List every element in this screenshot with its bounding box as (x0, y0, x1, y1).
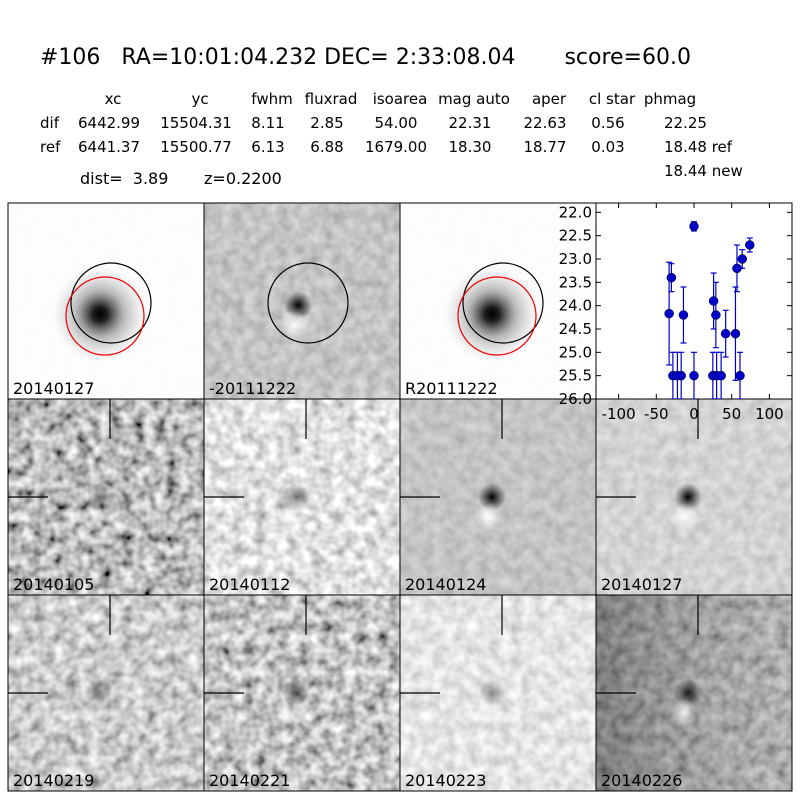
panel-label: 20140127 (13, 379, 94, 398)
column-header: aper (532, 90, 567, 108)
table-cell: 1679.00 (365, 138, 427, 156)
data-point (735, 370, 745, 381)
panel-label: 20140112 (209, 575, 290, 594)
y-tick-label: 23.5 (559, 273, 592, 291)
table-cell: 18.77 (524, 138, 567, 156)
image-panel: -20111222 (203, 202, 401, 400)
y-tick-label: 24.5 (559, 320, 592, 338)
column-header: fluxrad (305, 90, 358, 108)
data-point (711, 310, 721, 320)
table-cell: 0.56 (591, 114, 624, 132)
aperture-circle (65, 276, 145, 356)
data-point (678, 310, 689, 320)
table-cell: 18.30 (449, 138, 492, 156)
image-panel: 20140219 (7, 594, 205, 792)
y-tick-label: 25.0 (559, 343, 592, 361)
panel-label: 20140127 (601, 575, 682, 594)
image-panel: 20140105 (7, 398, 205, 596)
column-header: phmag (644, 90, 696, 108)
data-point (689, 221, 699, 232)
table-cell: 15500.77 (160, 138, 232, 156)
aperture-circle (70, 262, 152, 344)
table-cell: 6.13 (251, 138, 284, 156)
column-header: isoarea (373, 90, 428, 108)
table-cell: 18.48 ref (664, 138, 733, 156)
image-panel: 20140226 (595, 594, 793, 792)
panel-label: 20140124 (405, 575, 486, 594)
table-cell: 22.63 (524, 114, 567, 132)
panel-border (595, 594, 793, 792)
panel-label: 20140221 (209, 771, 290, 790)
y-tick-label: 25.5 (559, 367, 592, 385)
x-tick-label: -100 (602, 405, 636, 423)
table-cell: 15504.31 (160, 114, 232, 132)
image-panel: 20140127 (7, 202, 205, 400)
table-cell: 22.31 (449, 114, 492, 132)
y-tick-label: 22.0 (559, 203, 592, 221)
image-panel: R20111222 (399, 202, 597, 400)
image-panel: 20140223 (399, 594, 597, 792)
table-cell: 6441.37 (78, 138, 140, 156)
title: #106 RA=10:01:04.232 DEC= 2:33:08.04 sco… (40, 45, 691, 70)
panel-label: 20140223 (405, 771, 486, 790)
column-header: xc (105, 90, 122, 108)
image-panel: 20140124 (399, 398, 597, 596)
panel-label: 20140219 (13, 771, 94, 790)
image-panel: 20140112 (203, 398, 401, 596)
aperture-circle (267, 262, 349, 344)
data-point (689, 370, 699, 381)
image-panel: 20140221 (203, 594, 401, 792)
table-cell: 54.00 (375, 114, 418, 132)
y-tick-label: 23.0 (559, 250, 592, 268)
data-point (720, 328, 731, 339)
table-note: 18.44 new (664, 162, 743, 180)
table-cell: 6442.99 (78, 114, 140, 132)
y-tick-label: 26.0 (559, 390, 592, 408)
aperture-circle (462, 262, 544, 344)
data-point (730, 328, 741, 339)
data-point (664, 308, 674, 319)
data-point (745, 240, 755, 250)
table-cell: 0.03 (591, 138, 624, 156)
table-cell: 22.25 (664, 114, 707, 132)
y-tick-label: 22.5 (559, 227, 592, 245)
x-tick-label: 0 (689, 405, 699, 423)
data-point (737, 254, 747, 264)
data-point (708, 296, 719, 306)
row-label: dif (40, 114, 60, 132)
x-tick-label: 50 (722, 405, 741, 423)
column-header: yc (191, 90, 208, 108)
table-cell: 8.11 (251, 114, 284, 132)
column-header: fwhm (251, 90, 292, 108)
row-label: ref (40, 138, 61, 156)
info: dist= 3.89 z=0.2200 (80, 169, 282, 188)
panel-label: 20140226 (601, 771, 682, 790)
aperture-circle (457, 276, 537, 356)
panel-label: 20140105 (13, 575, 94, 594)
y-tick-label: 24.0 (559, 297, 592, 315)
column-header: cl star (589, 90, 636, 108)
table-cell: 6.88 (310, 138, 343, 156)
x-tick-label: 100 (755, 405, 784, 423)
data-point (676, 370, 686, 381)
panel-label: -20111222 (209, 379, 296, 398)
table-cell: 2.85 (310, 114, 343, 132)
image-panel: 20140127 (595, 398, 793, 596)
panel-label: R20111222 (405, 379, 498, 398)
data-point (716, 370, 726, 381)
x-tick-label: -50 (644, 405, 669, 423)
data-layer (664, 221, 755, 399)
column-header: mag auto (438, 90, 510, 108)
data-point (666, 272, 677, 283)
